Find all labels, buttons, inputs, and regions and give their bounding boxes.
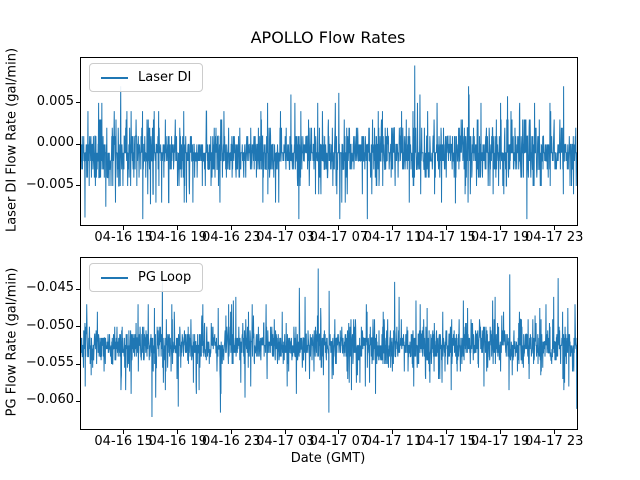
y-tick-label: −0.050 bbox=[25, 317, 74, 333]
pg-loop-line-plot bbox=[81, 268, 577, 418]
x-tick-label: 04-16 23 bbox=[202, 230, 261, 245]
x-tick-mark bbox=[177, 430, 179, 434]
y-tick-label: −0.060 bbox=[25, 392, 74, 408]
x-tick-mark bbox=[338, 226, 340, 230]
y-tick-mark bbox=[76, 102, 80, 104]
y-tick-mark bbox=[76, 326, 80, 328]
y-tick-label: −0.045 bbox=[25, 280, 74, 296]
x-tick-label: 04-17 11 bbox=[363, 230, 423, 245]
y-tick-label: 0.000 bbox=[36, 135, 74, 151]
x-tick-mark bbox=[392, 430, 394, 434]
x-tick-mark bbox=[499, 430, 501, 434]
y-tick-mark bbox=[76, 363, 80, 365]
x-tick-label: 04-16 15 bbox=[94, 230, 153, 245]
x-tick-label: 04-17 11 bbox=[363, 434, 423, 449]
x-tick-mark bbox=[123, 430, 125, 434]
x-tick-label: 04-16 19 bbox=[148, 434, 207, 449]
x-tick-label: 04-17 19 bbox=[470, 230, 530, 245]
x-tick-label: 04-17 23 bbox=[524, 434, 584, 449]
x-tick-mark bbox=[230, 430, 232, 434]
bottom-subplot-axes: PG Loop −0.045 −0.050 −0.055 −0.060 04-16 15… bbox=[26, 257, 583, 449]
x-tick-mark bbox=[123, 226, 125, 230]
laser-di-line-plot bbox=[81, 65, 577, 220]
PG Loop-series-line bbox=[81, 268, 577, 418]
x-tick-mark bbox=[553, 226, 555, 230]
x-tick-label: 04-17 03 bbox=[256, 434, 315, 449]
y-tick-mark bbox=[76, 143, 80, 145]
x-axis-label: Date (GMT) bbox=[290, 451, 366, 466]
legend-label: Laser DI bbox=[138, 70, 192, 85]
x-tick-mark bbox=[284, 430, 286, 434]
y-tick-mark bbox=[76, 288, 80, 290]
y-tick-label: −0.005 bbox=[25, 176, 74, 192]
x-tick-label: 04-17 07 bbox=[309, 434, 369, 449]
y-tick-mark bbox=[76, 400, 80, 402]
top-subplot-axes: Laser DI 0.005 0.000 −0.005 04-16 15 04-16 1… bbox=[26, 57, 583, 245]
legend-line-sample bbox=[101, 76, 128, 79]
x-tick-label: 04-17 23 bbox=[524, 230, 584, 245]
x-tick-label: 04-17 15 bbox=[417, 230, 476, 245]
y-tick-label: 0.005 bbox=[36, 93, 74, 109]
x-tick-mark bbox=[446, 226, 448, 230]
x-tick-label: 04-17 19 bbox=[470, 434, 530, 449]
x-tick-mark bbox=[553, 430, 555, 434]
x-tick-label: 04-16 15 bbox=[94, 434, 153, 449]
x-tick-label: 04-16 19 bbox=[148, 230, 207, 245]
legend-laser-di: Laser DI bbox=[89, 63, 204, 92]
x-tick-label: 04-17 03 bbox=[256, 230, 315, 245]
y-axis-label-bottom: PG Flow Rate (gal/min) bbox=[4, 267, 20, 417]
x-tick-label: 04-16 23 bbox=[202, 434, 261, 449]
y-tick-mark bbox=[76, 185, 80, 187]
legend-line-sample bbox=[101, 276, 128, 279]
Laser DI-series-line bbox=[81, 65, 577, 220]
y-tick-label: −0.055 bbox=[25, 355, 74, 371]
x-tick-label: 04-17 15 bbox=[417, 434, 476, 449]
x-tick-mark bbox=[177, 226, 179, 230]
x-tick-label: 04-17 07 bbox=[309, 230, 369, 245]
x-tick-mark bbox=[230, 226, 232, 230]
x-tick-mark bbox=[499, 226, 501, 230]
legend-label: PG Loop bbox=[138, 270, 192, 285]
x-tick-mark bbox=[392, 226, 394, 230]
chart-title: APOLLO Flow Rates bbox=[250, 28, 406, 47]
legend-pg-loop: PG Loop bbox=[89, 263, 204, 292]
x-tick-mark bbox=[446, 430, 448, 434]
x-tick-mark bbox=[338, 430, 340, 434]
x-tick-mark bbox=[284, 226, 286, 230]
y-axis-label-top: Laser DI Flow Rate (gal/min) bbox=[4, 47, 20, 233]
